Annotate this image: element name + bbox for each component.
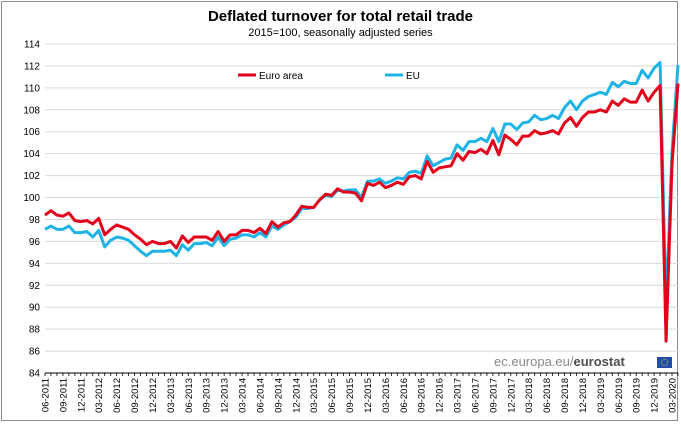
y-tick-label-90: 90 <box>29 303 41 314</box>
x-tick-label-03-2012: 03-2012 <box>94 378 105 413</box>
x-tick-label-12-2014: 12-2014 <box>291 378 302 413</box>
legend: Euro area EU <box>238 71 420 82</box>
x-tick-label-06-2017: 06-2017 <box>470 378 481 413</box>
source-credit: ec.europa.eu/eurostat <box>494 354 625 369</box>
y-tick-label-114: 114 <box>24 40 40 51</box>
eu-flag-icon <box>657 357 672 368</box>
x-tick-label-09-2012: 09-2012 <box>130 378 141 413</box>
series-line-eu <box>44 61 680 311</box>
chart-subtitle: 2015=100, seasonally adjusted series <box>248 27 433 39</box>
y-tick-label-98: 98 <box>29 215 41 226</box>
y-tick-label-112: 112 <box>24 61 40 72</box>
y-tick-label-92: 92 <box>29 281 41 292</box>
x-tick-label-12-2015: 12-2015 <box>363 378 374 413</box>
y-tick-label-110: 110 <box>24 83 40 94</box>
series-lines <box>44 61 680 343</box>
x-tick-label-03-2018: 03-2018 <box>524 378 535 413</box>
legend-label-euro-area: Euro area <box>259 71 303 82</box>
y-tick-label-102: 102 <box>23 171 40 182</box>
y-tick-label-86: 86 <box>29 347 41 358</box>
x-tick-label-06-2011: 06-2011 <box>41 378 52 412</box>
x-tick-label-12-2011: 12-2011 <box>76 378 87 412</box>
x-tick-label-12-2013: 12-2013 <box>220 378 231 413</box>
x-tick-label-09-2018: 09-2018 <box>560 378 571 413</box>
y-tick-label-96: 96 <box>29 237 41 248</box>
source-prefix: ec.europa.eu/ <box>494 354 574 369</box>
y-tick-label-84: 84 <box>29 369 41 380</box>
x-tick-label-03-2017: 03-2017 <box>453 378 464 413</box>
legend-label-eu: EU <box>406 71 420 82</box>
x-tick-label-09-2013: 09-2013 <box>202 378 213 413</box>
x-axis: 06-2011 09-2011 12-2011 03-2012 06-2012 09-20… <box>41 372 679 413</box>
y-tick-label-94: 94 <box>29 259 41 270</box>
x-tick-label-12-2019: 12-2019 <box>650 378 661 413</box>
x-tick-label-12-2016: 12-2016 <box>435 378 446 413</box>
x-tick-label-06-2014: 06-2014 <box>255 378 266 413</box>
series-line-euro-area <box>44 83 680 343</box>
y-tick-label-108: 108 <box>23 105 40 116</box>
x-tick-label-03-2019: 03-2019 <box>596 378 607 413</box>
x-tick-label-03-2020: 03-2020 <box>668 378 679 413</box>
x-tick-label-06-2018: 06-2018 <box>542 378 553 413</box>
x-tick-label-09-2011: 09-2011 <box>58 378 69 412</box>
x-tick-label-03-2015: 03-2015 <box>309 378 320 413</box>
y-tick-label-104: 104 <box>23 149 40 160</box>
x-tick-label-06-2012: 06-2012 <box>112 378 123 413</box>
x-tick-label-03-2016: 03-2016 <box>381 378 392 413</box>
x-tick-label-12-2017: 12-2017 <box>506 378 517 413</box>
x-tick-label-06-2013: 06-2013 <box>184 378 195 413</box>
x-tick-label-09-2016: 09-2016 <box>417 378 428 413</box>
x-tick-label-06-2019: 06-2019 <box>614 378 625 413</box>
y-axis: 84 86 88 90 92 94 96 98 100 102 104 106 108 110 112 114 <box>23 40 40 380</box>
x-tick-label-03-2013: 03-2013 <box>166 378 177 413</box>
y-tick-label-100: 100 <box>23 193 40 204</box>
x-tick-label-03-2014: 03-2014 <box>238 378 249 413</box>
x-tick-label-09-2019: 09-2019 <box>632 378 643 413</box>
x-tick-label-12-2012: 12-2012 <box>148 378 159 413</box>
y-tick-label-88: 88 <box>29 325 41 336</box>
x-tick-label-09-2014: 09-2014 <box>273 378 284 413</box>
x-tick-label-06-2016: 06-2016 <box>399 378 410 413</box>
x-tick-label-12-2018: 12-2018 <box>578 378 589 413</box>
x-tick-label-06-2015: 06-2015 <box>327 378 338 413</box>
source-brand: eurostat <box>573 354 625 369</box>
y-tick-label-106: 106 <box>23 127 40 138</box>
x-tick-label-09-2015: 09-2015 <box>345 378 356 413</box>
chart-title: Deflated turnover for total retail trade <box>207 8 474 25</box>
x-tick-label-09-2017: 09-2017 <box>488 378 499 413</box>
